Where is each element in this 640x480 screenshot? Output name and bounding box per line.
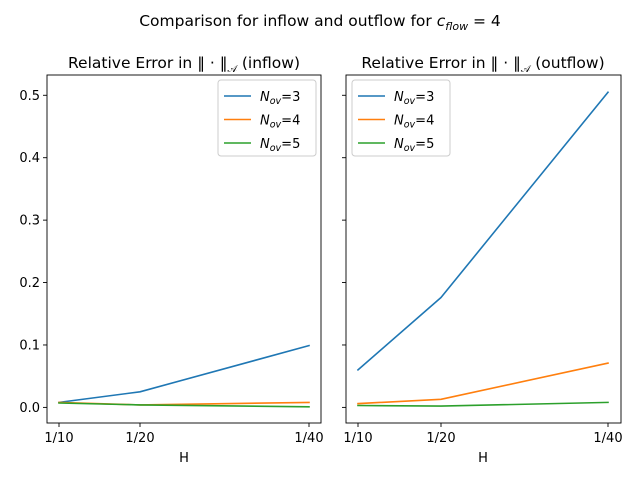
x-tick-label: 1/40 — [294, 431, 323, 446]
x-axis-label: H — [179, 451, 189, 466]
y-tick-label: 0.5 — [19, 89, 40, 104]
legend-box — [351, 79, 451, 157]
axes-frame — [345, 74, 622, 424]
legend-label-sub: ov — [270, 120, 282, 131]
legend-label-var: N — [394, 90, 404, 105]
legend-label-var: N — [260, 137, 270, 152]
y-tick-label: 0.0 — [19, 401, 40, 416]
x-tick-label: 1/40 — [593, 431, 622, 446]
x-tick-label: 1/20 — [426, 431, 455, 446]
x-tick-label: 1/20 — [125, 431, 154, 446]
legend-box — [217, 79, 317, 157]
subplot-outflow: Relative Error in ‖ · ‖𝒜 (outflow) 1/10 1… — [342, 54, 623, 466]
series-line-5 — [58, 402, 310, 408]
legend-label-sub: ov — [404, 143, 416, 154]
title-norm: ‖ · ‖ — [197, 54, 227, 72]
subplot-inflow: Relative Error in ‖ · ‖𝒜 (inflow) 0.0 0.1… — [19, 54, 323, 466]
suptitle-suffix: = 4 — [468, 12, 501, 30]
series-line-3 — [58, 344, 310, 404]
figure-suptitle: Comparison for inflow and outflow for cf… — [139, 12, 501, 33]
subplot-title: Relative Error in ‖ · ‖𝒜 (inflow) — [68, 54, 300, 75]
x-tick-label: 1/10 — [44, 431, 73, 446]
title-suffix: (inflow) — [237, 54, 300, 72]
x-axis-label: H — [478, 451, 488, 466]
legend-label-var: N — [394, 137, 404, 152]
legend-label: Nov=4 — [394, 114, 434, 131]
title-prefix: Relative Error in — [361, 54, 490, 72]
suptitle-prefix: Comparison for inflow and outflow for — [139, 12, 437, 30]
suptitle-sub: flow — [445, 20, 468, 33]
title-norm: ‖ · ‖ — [491, 54, 521, 72]
legend-label-sub: ov — [404, 120, 416, 131]
legend-label-suffix: =5 — [281, 137, 300, 152]
legend-label: Nov=5 — [394, 137, 434, 154]
y-tick-label: 0.1 — [19, 338, 40, 353]
legend-label-suffix: =5 — [415, 137, 434, 152]
axes-frame — [46, 74, 322, 424]
title-sub: 𝒜 — [227, 64, 238, 75]
legend-label-var: N — [260, 90, 270, 105]
legend-label-suffix: =3 — [415, 90, 434, 105]
y-tick-label: 0.2 — [19, 276, 40, 291]
legend-label-var: N — [394, 114, 404, 129]
legend-label-sub: ov — [270, 96, 282, 107]
plot-area: 0.00.10.20.30.40.51/10 1/20 1/40Nov=3Nov=4… — [19, 79, 324, 446]
legend-label-var: N — [260, 114, 270, 129]
suptitle-var: c — [437, 12, 446, 30]
legend-label-sub: ov — [404, 96, 416, 107]
legend-label: Nov=3 — [260, 90, 300, 107]
y-tick-label: 0.4 — [19, 151, 40, 166]
series-line-3 — [356, 91, 610, 372]
title-suffix: (outflow) — [530, 54, 604, 72]
legend-label-suffix: =4 — [281, 114, 300, 129]
legend-label-suffix: =4 — [415, 114, 434, 129]
legend-label: Nov=3 — [394, 90, 434, 107]
legend-label: Nov=5 — [260, 137, 300, 154]
title-prefix: Relative Error in — [68, 54, 197, 72]
x-tick-label: 1/10 — [343, 431, 372, 446]
legend-label-suffix: =3 — [281, 90, 300, 105]
legend-label-sub: ov — [270, 143, 282, 154]
subplot-title: Relative Error in ‖ · ‖𝒜 (outflow) — [361, 54, 604, 75]
series-line-5 — [357, 401, 609, 407]
title-sub: 𝒜 — [521, 64, 532, 75]
y-tick-label: 0.3 — [19, 214, 40, 229]
legend-label: Nov=4 — [260, 114, 300, 131]
series-line-4 — [357, 362, 609, 405]
